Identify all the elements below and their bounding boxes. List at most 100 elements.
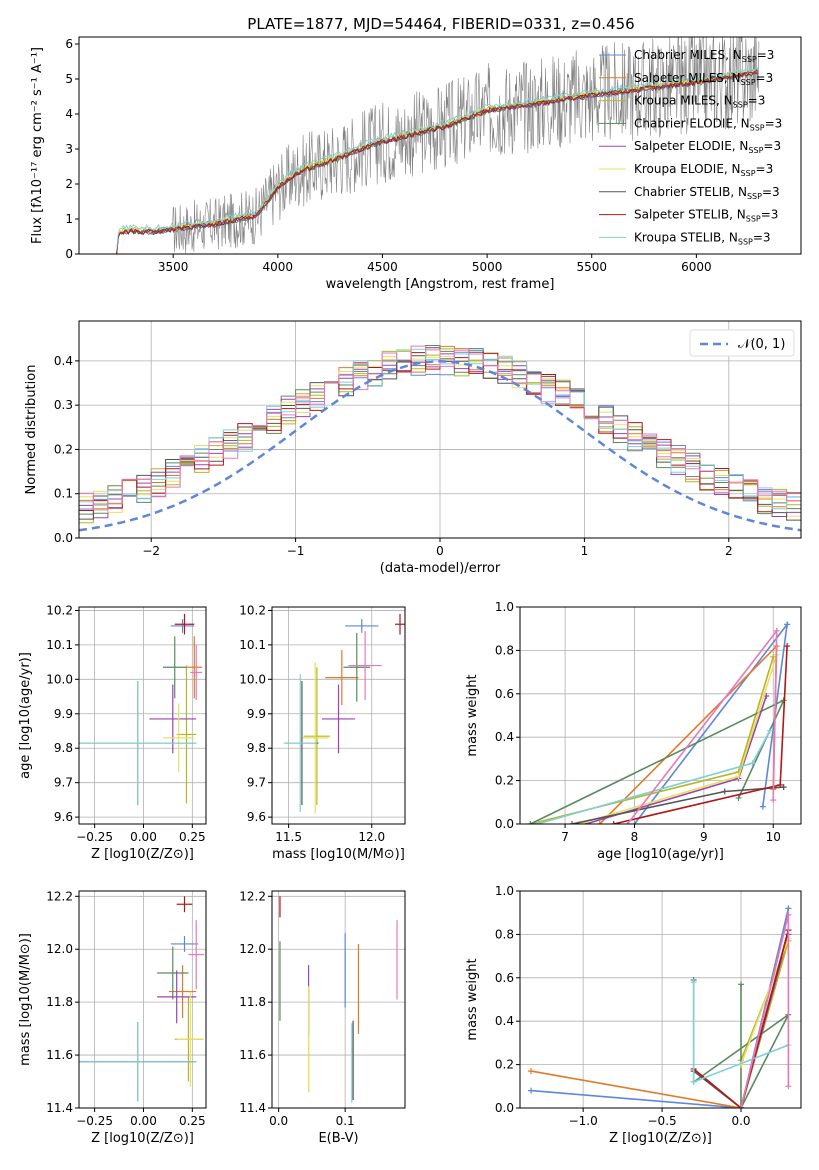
weight-line-c2: [530, 929, 790, 1108]
y-tick-label: 0.1: [54, 487, 73, 501]
y-tick-label: 9.8: [247, 741, 266, 755]
legend-subscript: SSP: [747, 192, 762, 201]
y-axis-label: Normed distribution: [24, 365, 39, 495]
y-tick-label: 1: [65, 212, 73, 226]
legend-subscript: SSP: [741, 169, 756, 178]
weight-marker-c4: [738, 981, 745, 988]
weight-marker-c9: [690, 1078, 697, 1085]
axes-frame: [519, 606, 802, 825]
x-axis-label: E(B-V): [318, 1131, 358, 1146]
x-tick-label: 8: [631, 830, 639, 844]
legend-subscript: SSP: [733, 101, 748, 110]
age-vs-mass-panel: 11.5 12.0 9.6 9.7 9.8 9.9 10.0 10.1 10.2 mass [lo…: [239, 603, 406, 862]
histogram-c1: [79, 348, 801, 510]
weight-marker-c6: [735, 773, 742, 780]
x-tick-label: −0.25: [76, 830, 113, 844]
weight-marker-c10: [773, 627, 780, 634]
legend-tail: =3: [761, 208, 779, 222]
y-tick-label: 0.4: [54, 354, 73, 368]
x-tick-label: −1: [287, 544, 305, 558]
legend-tail: =3: [763, 139, 781, 153]
y-tick-label: 0.8: [495, 643, 514, 657]
weight-line-c6: [578, 654, 778, 824]
legend-label: Kroupa ELODIE, NSSP=3: [634, 162, 773, 178]
x-axis-label: Z [log10(Z/Z⊙)]: [91, 1131, 194, 1146]
y-tick-label: 9.8: [54, 741, 73, 755]
x-tick-label: 9: [700, 830, 708, 844]
weight-marker-c9: [690, 979, 697, 986]
x-axis-label: (data-model)/error: [380, 561, 501, 576]
axes-frame: [78, 36, 802, 255]
normal-curve: [79, 360, 801, 532]
y-tick-label: 0.2: [54, 442, 73, 456]
legend-box: [689, 329, 795, 357]
histogram-c10: [79, 345, 801, 511]
plot-area: [79, 896, 205, 1102]
plot-area: [527, 621, 791, 824]
y-tick-label: 9.7: [247, 776, 266, 790]
y-tick-label: 0.3: [54, 398, 73, 412]
y-tick-label: 0.6: [495, 971, 514, 985]
weight-marker-c10: [770, 797, 777, 804]
weight-marker-c4: [735, 794, 742, 801]
weight-marker-c10: [624, 821, 631, 824]
weight-marker-c1: [759, 803, 766, 810]
legend-label: Chabrier ELODIE, NSSP=3: [634, 116, 782, 132]
y-axis-label: mass [log10(M/M⊙)]: [18, 933, 33, 1066]
y-tick-label: 1.0: [495, 884, 514, 898]
axes-frame: [519, 890, 802, 1109]
weight-line-c4: [692, 980, 790, 1108]
legend-subscript: SSP: [746, 215, 761, 224]
y-tick-label: 9.9: [54, 707, 73, 721]
weight-line-c1: [531, 908, 790, 1108]
axes-frame: [271, 606, 406, 825]
mass-vs-ebv-panel: 0.0 0.1 11.4 11.6 11.8 12.0 12.2 E(B-V): [239, 889, 406, 1146]
y-tick-label: 11.4: [46, 1101, 73, 1115]
age-vs-Z-panel: −0.25 0.00 0.25 9.6 9.7 9.8 9.9 10.0 10.1 10.2 Z […: [18, 603, 207, 862]
y-axis-label: age [log10(age/yr)]: [18, 652, 33, 779]
figure-title: PLATE=1877, MJD=54464, FIBERID=0331, z=0…: [247, 15, 634, 33]
weight-line-c8: [693, 929, 790, 1108]
y-tick-label: 10.1: [239, 638, 266, 652]
legend-label: Kroupa MILES, NSSP=3: [634, 94, 765, 110]
x-tick-label: 0: [436, 544, 444, 558]
weight-marker-c1: [784, 621, 791, 628]
x-tick-label: 5500: [576, 260, 607, 274]
y-tick-label: 11.8: [239, 995, 266, 1009]
y-tick-label: 11.4: [239, 1101, 266, 1115]
plot-area: [283, 613, 405, 814]
legend: 𝒩(0, 1): [689, 329, 795, 357]
x-tick-label: 2: [725, 544, 733, 558]
x-tick-label: 0.1: [336, 1114, 355, 1128]
y-tick-label: 11.6: [239, 1048, 266, 1062]
y-tick-label: 0.0: [495, 817, 514, 831]
x-tick-label: 0.25: [179, 1114, 206, 1128]
y-tick-label: 1.0: [495, 600, 514, 614]
x-axis-label: Z [log10(Z/Z⊙)]: [609, 1131, 712, 1146]
x-tick-label: 0.0: [731, 1114, 750, 1128]
weight-marker-c8: [784, 643, 791, 650]
y-tick-label: 9.6: [54, 810, 73, 824]
weight-marker-c10: [738, 1105, 745, 1108]
y-tick-label: 12.0: [46, 942, 73, 956]
y-tick-label: 0.0: [495, 1101, 514, 1115]
legend-label: Salpeter ELODIE, NSSP=3: [634, 139, 781, 155]
y-tick-label: 10.1: [46, 638, 73, 652]
axes-frame: [78, 890, 207, 1109]
legend: Chabrier MILES, NSSP=3 Salpeter MILES, NS…: [599, 48, 782, 246]
axes-frame: [271, 890, 406, 1109]
y-tick-label: 9.7: [54, 776, 73, 790]
x-tick-label: 4000: [263, 260, 294, 274]
legend-tail: =3: [753, 230, 771, 244]
y-tick-label: 12.0: [239, 942, 266, 956]
legend-label: Chabrier MILES, NSSP=3: [634, 48, 774, 64]
y-tick-label: 12.2: [46, 889, 73, 903]
x-tick-label: 4500: [367, 260, 398, 274]
weight-line-c10: [740, 914, 790, 1108]
weight-marker-c7: [569, 821, 576, 824]
x-tick-label: 0.25: [179, 830, 206, 844]
y-tick-label: 11.6: [46, 1048, 73, 1062]
legend-label: 𝒩(0, 1): [738, 337, 785, 352]
x-axis-label: wavelength [Angstrom, rest frame]: [326, 277, 555, 292]
x-tick-label: 7: [561, 830, 569, 844]
